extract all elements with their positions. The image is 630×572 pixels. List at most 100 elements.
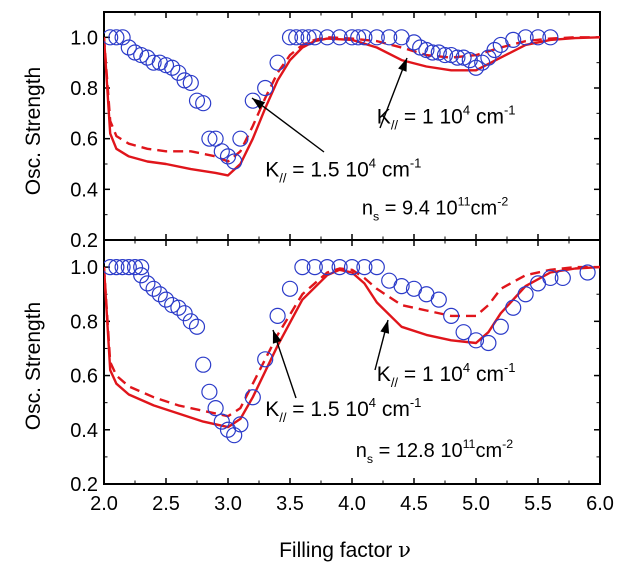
top-data-point [294, 29, 311, 46]
top-data-point [288, 29, 305, 46]
bottom-data-point [120, 259, 137, 276]
top-ytick-label: 0.2 [70, 230, 98, 252]
top-data-point [424, 44, 441, 61]
bottom-data-point [257, 351, 274, 368]
bottom-data-point [368, 259, 385, 276]
bottom-data-point [126, 259, 144, 276]
top-data-point [467, 59, 485, 76]
bottom-data-point [331, 259, 348, 276]
bottom-data-point [467, 332, 485, 349]
x-tick-label: 2.5 [152, 493, 180, 515]
top-data-point [195, 95, 212, 112]
bottom-data-point [232, 416, 249, 433]
bottom-k-high-label: K// = 1.5 104 cm-1 [265, 395, 421, 425]
top-data-point [343, 29, 361, 46]
bottom-data-point [104, 259, 119, 276]
top-data-point [436, 46, 454, 64]
top-data-point [474, 54, 491, 71]
bottom-data-point [133, 267, 150, 284]
bottom-k-low-arrow-head [380, 320, 390, 334]
bottom-data-point [480, 334, 497, 352]
x-tick-label: 4.0 [338, 493, 366, 515]
top-data-point [120, 39, 137, 56]
x-tick-label: 3.0 [214, 493, 242, 515]
top-k-high-label: K// = 1.5 104 cm-1 [265, 156, 421, 186]
bottom-data-point [170, 299, 187, 316]
bottom-data-point [455, 324, 472, 341]
top-data-point [368, 29, 385, 46]
top-ytick-label: 1.0 [70, 27, 98, 49]
bottom-data-point [114, 259, 131, 276]
top-density-label: ns = 9.4 1011cm-2 [362, 195, 508, 224]
top-data-point [486, 41, 503, 59]
x-tick-label: 5.5 [524, 493, 552, 515]
top-panel: 0.2 0.4 0.6 0.8 1.0 K// = 1.5 104 cm-1 K// = 1… [70, 11, 601, 252]
top-data-point [164, 59, 181, 76]
bottom-data-point [492, 318, 509, 335]
bottom-data-point [176, 305, 193, 322]
bottom-data-point [281, 280, 299, 297]
top-k-high-arrow-shaft [251, 97, 325, 153]
bottom-k-low-arrow [374, 319, 390, 371]
top-ytick-label: 0.8 [70, 78, 98, 100]
bottom-data-point [108, 259, 125, 276]
bottom-solid-theory-line [104, 265, 600, 429]
bottom-ytick-label: 0.4 [70, 420, 98, 442]
bottom-ytick-label: 1.0 [70, 257, 98, 279]
bottom-ytick-label: 0.2 [70, 474, 98, 496]
bottom-ytick-label: 0.6 [70, 366, 98, 388]
top-data-point [331, 29, 348, 46]
bottom-data-point [294, 259, 311, 276]
top-data-point [300, 29, 317, 46]
bottom-panel: 0.2 0.4 0.6 0.8 1.0 K// = 1.5 104 cm-1 K// = 1… [70, 239, 601, 496]
bottom-data-point [145, 280, 162, 297]
top-k-low-arrow [379, 57, 408, 129]
x-axis-label: Filling factor ν [279, 538, 411, 562]
bottom-data-point [226, 427, 243, 444]
bottom-density-label: ns = 12.8 1011cm-2 [356, 437, 514, 466]
x-tick-label: 2.0 [90, 493, 118, 515]
bottom-data-point [201, 383, 218, 400]
top-ytick-label: 0.6 [70, 129, 98, 151]
bottom-data-point [554, 269, 571, 287]
top-data-point [405, 34, 423, 51]
bottom-data-point [244, 389, 261, 406]
top-data-point [257, 79, 274, 97]
top-data-point [201, 130, 218, 147]
top-dashed-theory-line [104, 36, 600, 163]
bottom-data-point [517, 286, 534, 303]
top-k-low-label: K// = 1 104 cm-1 [377, 102, 516, 132]
bottom-data-point [430, 291, 447, 308]
top-data-point [219, 148, 237, 165]
bottom-data-point [269, 307, 286, 325]
top-k-high-arrow [251, 97, 325, 153]
top-data-point [269, 54, 286, 71]
x-tick-label: 4.5 [400, 493, 428, 515]
x-tick-label: 3.5 [276, 493, 304, 515]
top-data-point [449, 49, 466, 66]
bottom-ytick-label: 0.8 [70, 311, 98, 333]
bottom-data-point [157, 291, 175, 308]
top-data-point [306, 29, 323, 46]
top-data-point [232, 130, 249, 147]
x-axis-symbol: ν [398, 538, 411, 562]
bottom-data-point [182, 313, 199, 330]
top-data-point [529, 29, 547, 46]
bottom-plot-area [104, 259, 600, 444]
bottom-data-point [207, 399, 224, 417]
top-data-point [145, 54, 162, 71]
bottom-data-point [195, 356, 212, 373]
x-tick-label: 5.0 [462, 493, 490, 515]
bottom-data-point [306, 259, 323, 276]
bottom-data-point [393, 277, 410, 295]
bottom-data-point [188, 318, 206, 335]
top-data-point [114, 29, 131, 46]
bottom-data-point [443, 307, 460, 325]
bottom-panel-ylabel: Osc. Strength [22, 302, 45, 430]
bottom-data-point [151, 286, 168, 303]
top-k-low-arrow-head [398, 58, 407, 72]
x-tick-labels: 2.0 2.5 3.0 3.5 4.0 4.5 5.0 5.5 6.0 [90, 493, 614, 515]
top-data-point [381, 29, 398, 46]
top-data-point [319, 29, 336, 46]
